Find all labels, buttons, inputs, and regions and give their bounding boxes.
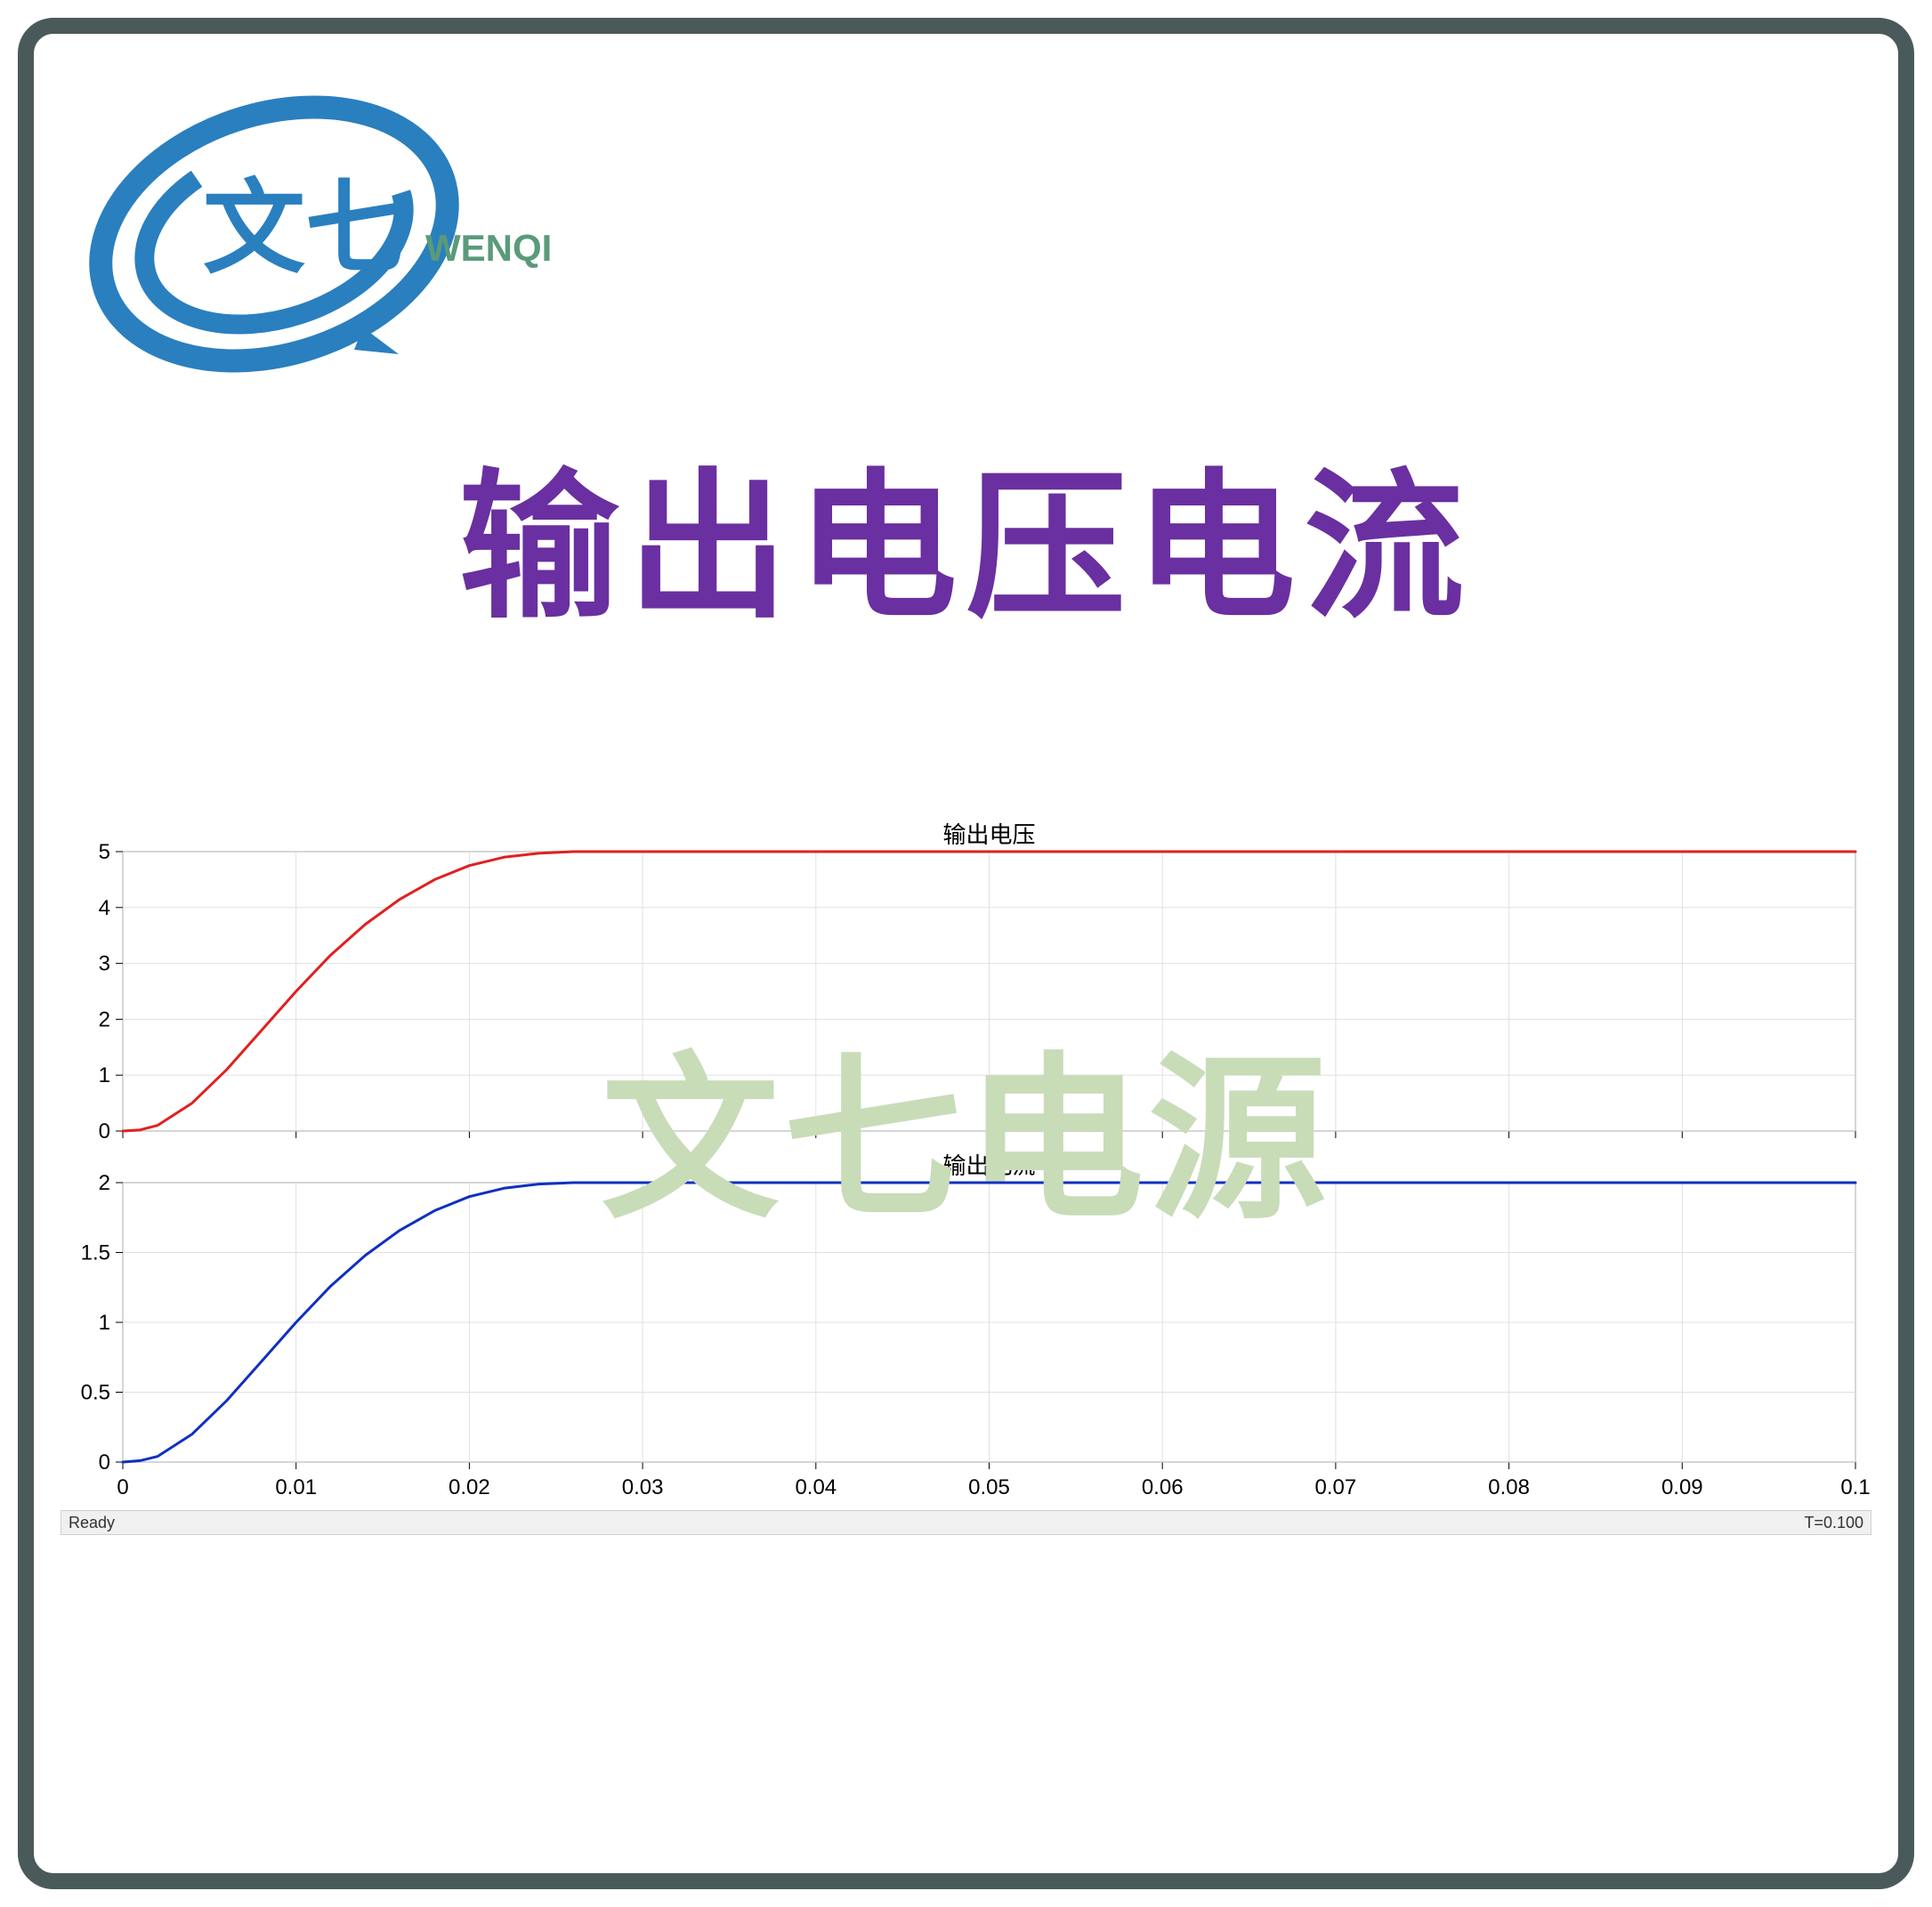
- xtick-label: 0.08: [1488, 1475, 1530, 1499]
- ytick-label: 2: [99, 1171, 110, 1195]
- chart-title-current: 输出电流: [942, 1152, 1035, 1179]
- logo-svg: 文七 WENQI: [69, 61, 586, 399]
- chart-title-voltage: 输出电压: [942, 821, 1035, 848]
- xtick-label: 0.02: [449, 1475, 490, 1499]
- ytick-label: 2: [99, 1007, 110, 1031]
- ytick-label: 1.5: [81, 1241, 110, 1265]
- xtick-label: 0.09: [1661, 1475, 1703, 1499]
- logo-text-cn: 文七: [203, 173, 408, 286]
- ytick-label: 0.5: [81, 1381, 110, 1405]
- chart-svg: 输出电压 0 1 2 3 4 5 输出电流 0 0.5 1 1.5 2 0 0.01 0.02 0.03 0.04…: [61, 821, 1871, 1507]
- status-time: T=0.100: [1804, 1514, 1863, 1532]
- ytick-label: 3: [99, 952, 110, 976]
- ytick-label: 0: [99, 1450, 110, 1475]
- outer-frame: 文七 WENQI 输出电压电流 输出电压 0 1 2 3 4 5 输出电流 0 0.5 1 1.5 2 0…: [18, 18, 1914, 1889]
- ytick-label: 0: [99, 1119, 110, 1143]
- logo-text-en: WENQI: [425, 227, 552, 269]
- ytick-label: 1: [99, 1063, 110, 1087]
- ytick-label: 4: [99, 896, 110, 920]
- xtick-label: 0: [117, 1475, 128, 1499]
- xtick-label: 0.01: [275, 1475, 317, 1499]
- chart-region: 输出电压 0 1 2 3 4 5 输出电流 0 0.5 1 1.5 2 0 0.01 0.02 0.03 0.04…: [61, 821, 1871, 1507]
- page-title: 输出电压电流: [34, 416, 1898, 649]
- xtick-label: 0.06: [1142, 1475, 1184, 1499]
- xtick-label: 0.05: [968, 1475, 1010, 1499]
- ytick-label: 5: [99, 840, 110, 864]
- status-ready: Ready: [69, 1514, 115, 1532]
- logo: 文七 WENQI: [69, 61, 586, 399]
- xtick-label: 0.07: [1315, 1475, 1357, 1499]
- ytick-label: 1: [99, 1311, 110, 1335]
- xtick-label: 0.04: [795, 1475, 837, 1499]
- xtick-label: 0.03: [622, 1475, 664, 1499]
- xtick-label: 0.1: [1840, 1475, 1870, 1499]
- status-bar: Ready T=0.100: [61, 1510, 1871, 1535]
